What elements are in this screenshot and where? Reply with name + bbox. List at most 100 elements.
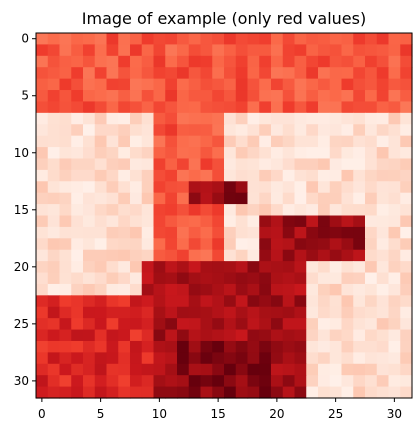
heatmap-cell bbox=[318, 272, 331, 285]
heatmap-cell bbox=[259, 112, 272, 125]
heatmap-cell bbox=[118, 283, 131, 296]
heatmap-cell bbox=[200, 147, 213, 160]
heatmap-cell bbox=[341, 181, 354, 194]
heatmap-cell bbox=[247, 375, 260, 388]
heatmap-cell bbox=[47, 352, 61, 365]
heatmap-cell bbox=[71, 67, 84, 80]
heatmap-cell bbox=[47, 249, 61, 262]
heatmap-cell bbox=[212, 124, 225, 137]
y-axis: 0 5 10 15 20 25 30 bbox=[14, 32, 36, 388]
heatmap-cell bbox=[247, 124, 260, 137]
heatmap-cell bbox=[165, 352, 178, 365]
heatmap-cell bbox=[153, 306, 166, 319]
heatmap-cell bbox=[247, 352, 260, 365]
heatmap-cell bbox=[188, 363, 202, 376]
heatmap-cell bbox=[294, 112, 307, 125]
heatmap-cell bbox=[224, 318, 237, 331]
heatmap-cell bbox=[94, 238, 108, 251]
heatmap-cell bbox=[36, 33, 49, 46]
heatmap-cell bbox=[212, 375, 225, 388]
heatmap-cell bbox=[388, 169, 401, 182]
heatmap-cell bbox=[141, 261, 155, 274]
heatmap-cell bbox=[141, 249, 155, 262]
heatmap-cell bbox=[106, 272, 119, 285]
heatmap-cell bbox=[94, 90, 108, 103]
heatmap-cell bbox=[329, 147, 343, 160]
heatmap-cell bbox=[341, 375, 354, 388]
heatmap-cell bbox=[71, 329, 84, 342]
heatmap-cell bbox=[306, 238, 319, 251]
heatmap-cell bbox=[306, 306, 319, 319]
heatmap-cell bbox=[59, 55, 72, 68]
heatmap-cell bbox=[247, 78, 260, 91]
heatmap-cell bbox=[329, 318, 343, 331]
heatmap-cell bbox=[47, 204, 61, 217]
heatmap-cell bbox=[271, 204, 284, 217]
heatmap-cell bbox=[388, 192, 401, 205]
heatmap-cell bbox=[165, 158, 178, 171]
heatmap-cell bbox=[153, 78, 166, 91]
heatmap-cell bbox=[47, 67, 61, 80]
heatmap-cell bbox=[188, 238, 202, 251]
heatmap-cell bbox=[47, 306, 61, 319]
heatmap-cell bbox=[365, 306, 378, 319]
heatmap-cell bbox=[376, 44, 390, 57]
heatmap-cell bbox=[71, 272, 84, 285]
heatmap-cell bbox=[400, 261, 413, 274]
heatmap-cell bbox=[294, 55, 307, 68]
heatmap-cell bbox=[153, 249, 166, 262]
heatmap-cell bbox=[106, 215, 119, 228]
heatmap-cell bbox=[177, 249, 190, 262]
heatmap-cell bbox=[282, 33, 296, 46]
heatmap-cell bbox=[318, 261, 331, 274]
heatmap-cell bbox=[130, 44, 143, 57]
heatmap-cell bbox=[188, 261, 202, 274]
heatmap-cell bbox=[224, 363, 237, 376]
heatmap-cell bbox=[59, 261, 72, 274]
heatmap-cell bbox=[247, 147, 260, 160]
heatmap-cell bbox=[224, 55, 237, 68]
heatmap-cell bbox=[118, 204, 131, 217]
heatmap-cell bbox=[200, 215, 213, 228]
heatmap-cell bbox=[177, 33, 190, 46]
heatmap-cell bbox=[224, 215, 237, 228]
heatmap-cell bbox=[318, 67, 331, 80]
heatmap-cell bbox=[212, 90, 225, 103]
heatmap-cell bbox=[400, 204, 413, 217]
heatmap-cell bbox=[400, 101, 413, 114]
heatmap-cell bbox=[212, 352, 225, 365]
heatmap-cell bbox=[271, 340, 284, 353]
heatmap-cell bbox=[247, 204, 260, 217]
heatmap-cell bbox=[294, 204, 307, 217]
heatmap-cell bbox=[247, 363, 260, 376]
heatmap-cell bbox=[271, 295, 284, 308]
heatmap-cell bbox=[388, 158, 401, 171]
heatmap-cell bbox=[94, 67, 108, 80]
heatmap-cell bbox=[353, 169, 366, 182]
heatmap-cell bbox=[188, 158, 202, 171]
heatmap-cell bbox=[165, 135, 178, 148]
heatmap-cell bbox=[353, 226, 366, 239]
heatmap-cell bbox=[376, 181, 390, 194]
heatmap-cell bbox=[259, 329, 272, 342]
heatmap-cell bbox=[200, 33, 213, 46]
heatmap-cell bbox=[388, 147, 401, 160]
heatmap-cell bbox=[153, 283, 166, 296]
heatmap-cell bbox=[294, 215, 307, 228]
heatmap-cell bbox=[141, 55, 155, 68]
heatmap-cell bbox=[224, 181, 237, 194]
heatmap-cell bbox=[200, 249, 213, 262]
heatmap-cell bbox=[282, 204, 296, 217]
heatmap-cell bbox=[318, 238, 331, 251]
heatmap-cell bbox=[259, 158, 272, 171]
heatmap-cell bbox=[365, 192, 378, 205]
heatmap-cell bbox=[271, 318, 284, 331]
heatmap-cell bbox=[365, 158, 378, 171]
heatmap-cell bbox=[130, 204, 143, 217]
heatmap-cell bbox=[83, 352, 96, 365]
heatmap-cell bbox=[271, 55, 284, 68]
heatmap-cell bbox=[294, 283, 307, 296]
heatmap-cell bbox=[235, 340, 249, 353]
heatmap-cell bbox=[224, 295, 237, 308]
heatmap-cell bbox=[341, 283, 354, 296]
